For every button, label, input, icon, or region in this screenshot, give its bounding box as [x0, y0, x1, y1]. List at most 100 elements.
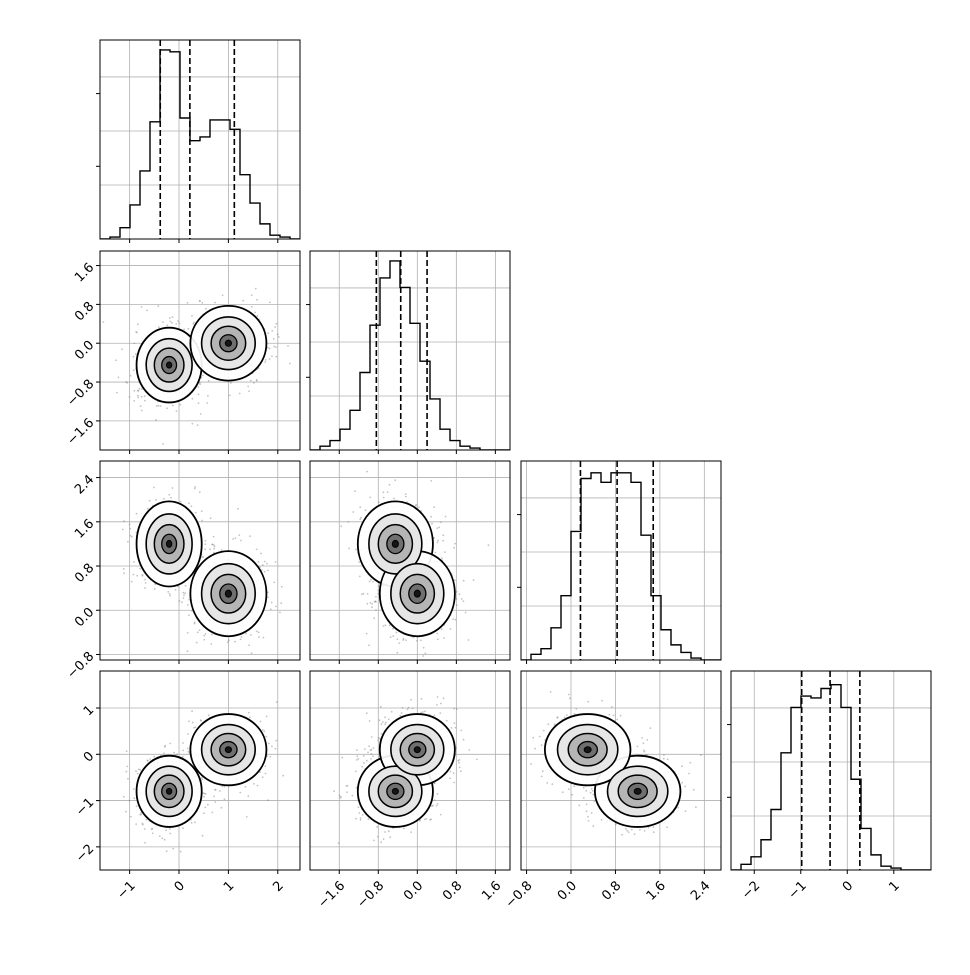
scatter-point: [187, 302, 189, 304]
scatter-point: [360, 819, 362, 821]
scatter-point: [197, 424, 199, 426]
scatter-point: [169, 593, 171, 595]
scatter-point: [151, 828, 153, 830]
scatter-point: [408, 707, 410, 709]
scatter-point: [367, 752, 369, 754]
scatter-point: [209, 548, 211, 550]
scatter-point: [192, 398, 194, 400]
scatter-point: [437, 638, 439, 640]
scatter-point: [141, 396, 143, 398]
scatter-point: [366, 603, 368, 605]
panel-0-0: [96, 40, 300, 243]
scatter-point: [412, 708, 414, 710]
scatter-point: [194, 622, 196, 624]
scatter-point: [145, 582, 147, 584]
scatter-point: [137, 395, 139, 397]
scatter-point: [405, 493, 407, 495]
scatter-point: [164, 839, 166, 841]
scatter-point: [436, 704, 438, 706]
scatter-point: [425, 818, 427, 820]
scatter-point: [356, 759, 358, 761]
scatter-point: [389, 484, 391, 486]
scatter-point: [248, 644, 250, 646]
scatter-point: [166, 324, 168, 326]
scatter-point: [201, 510, 203, 512]
scatter-point: [399, 715, 401, 717]
x-tick-label: 1.6: [479, 878, 504, 903]
scatter-point: [410, 699, 412, 701]
scatter-point: [251, 294, 253, 296]
scatter-point: [453, 708, 455, 710]
scatter-point: [219, 790, 221, 792]
scatter-point: [378, 737, 380, 739]
scatter-point: [159, 835, 161, 837]
scatter-point: [431, 805, 433, 807]
scatter-point: [352, 795, 354, 797]
scatter-point: [144, 395, 146, 397]
scatter-point: [366, 633, 368, 635]
scatter-point: [182, 592, 184, 594]
scatter-point: [357, 758, 359, 760]
scatter-point: [239, 664, 241, 666]
scatter-point: [139, 568, 141, 570]
scatter-point: [442, 540, 444, 542]
scatter-point: [431, 523, 433, 525]
scatter-point: [369, 720, 371, 722]
scatter-point: [442, 534, 444, 536]
scatter-point: [452, 618, 454, 620]
scatter-point: [546, 782, 548, 784]
scatter-point: [123, 796, 125, 798]
scatter-point: [383, 625, 385, 627]
scatter-point: [392, 635, 394, 637]
scatter-point: [192, 423, 194, 425]
scatter-point: [172, 487, 174, 489]
scatter-point: [211, 544, 213, 546]
scatter-point: [354, 490, 356, 492]
scatter-point: [396, 632, 398, 634]
scatter-point: [450, 771, 452, 773]
scatter-point: [368, 745, 370, 747]
scatter-point: [142, 575, 144, 577]
scatter-point: [131, 536, 133, 538]
scatter-point: [239, 393, 241, 395]
scatter-point: [611, 706, 613, 708]
scatter-point: [172, 848, 174, 850]
scatter-point: [461, 598, 463, 600]
scatter-point: [247, 386, 249, 388]
scatter-point: [125, 381, 127, 383]
scatter-point: [271, 355, 273, 357]
scatter-point: [152, 832, 154, 834]
scatter-point: [199, 629, 201, 631]
scatter-point: [167, 591, 169, 593]
scatter-point: [115, 359, 117, 361]
scatter-point: [203, 796, 205, 798]
scatter-point: [422, 655, 424, 657]
scatter-point: [340, 525, 342, 527]
scatter-point: [169, 595, 171, 597]
scatter-point: [214, 789, 216, 791]
scatter-point: [121, 348, 123, 350]
scatter-point: [573, 785, 575, 787]
scatter-point: [271, 602, 273, 604]
scatter-point: [199, 300, 201, 302]
scatter-point: [187, 748, 189, 750]
scatter-point: [173, 752, 175, 754]
scatter-point: [183, 329, 185, 331]
scatter-point: [264, 561, 266, 563]
contour-level: [166, 788, 171, 794]
scatter-point: [571, 794, 573, 796]
scatter-point: [266, 716, 268, 718]
scatter-point: [440, 521, 442, 523]
scatter-point: [251, 652, 253, 654]
scatter-point: [463, 600, 465, 602]
scatter-point: [222, 295, 224, 297]
scatter-point: [667, 758, 669, 760]
scatter-point: [202, 556, 204, 558]
scatter-point: [358, 812, 360, 814]
scatter-point: [631, 829, 633, 831]
scatter-point: [407, 709, 409, 711]
scatter-point: [126, 750, 128, 752]
contour-level: [414, 590, 420, 597]
scatter-point: [438, 527, 440, 529]
